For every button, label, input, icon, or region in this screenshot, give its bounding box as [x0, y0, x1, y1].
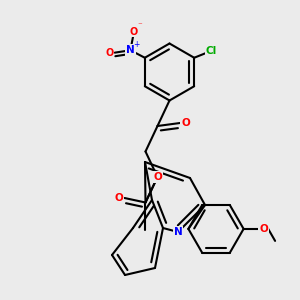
Text: O: O [153, 172, 162, 182]
Text: N: N [174, 227, 182, 237]
Text: O: O [115, 193, 124, 203]
Text: O: O [181, 118, 190, 128]
Text: O: O [259, 224, 268, 234]
Text: O: O [105, 48, 113, 58]
Text: ⁻: ⁻ [137, 22, 142, 31]
Text: Cl: Cl [206, 46, 217, 56]
Text: N: N [126, 45, 135, 55]
Text: O: O [129, 27, 137, 37]
Text: +: + [134, 40, 140, 49]
